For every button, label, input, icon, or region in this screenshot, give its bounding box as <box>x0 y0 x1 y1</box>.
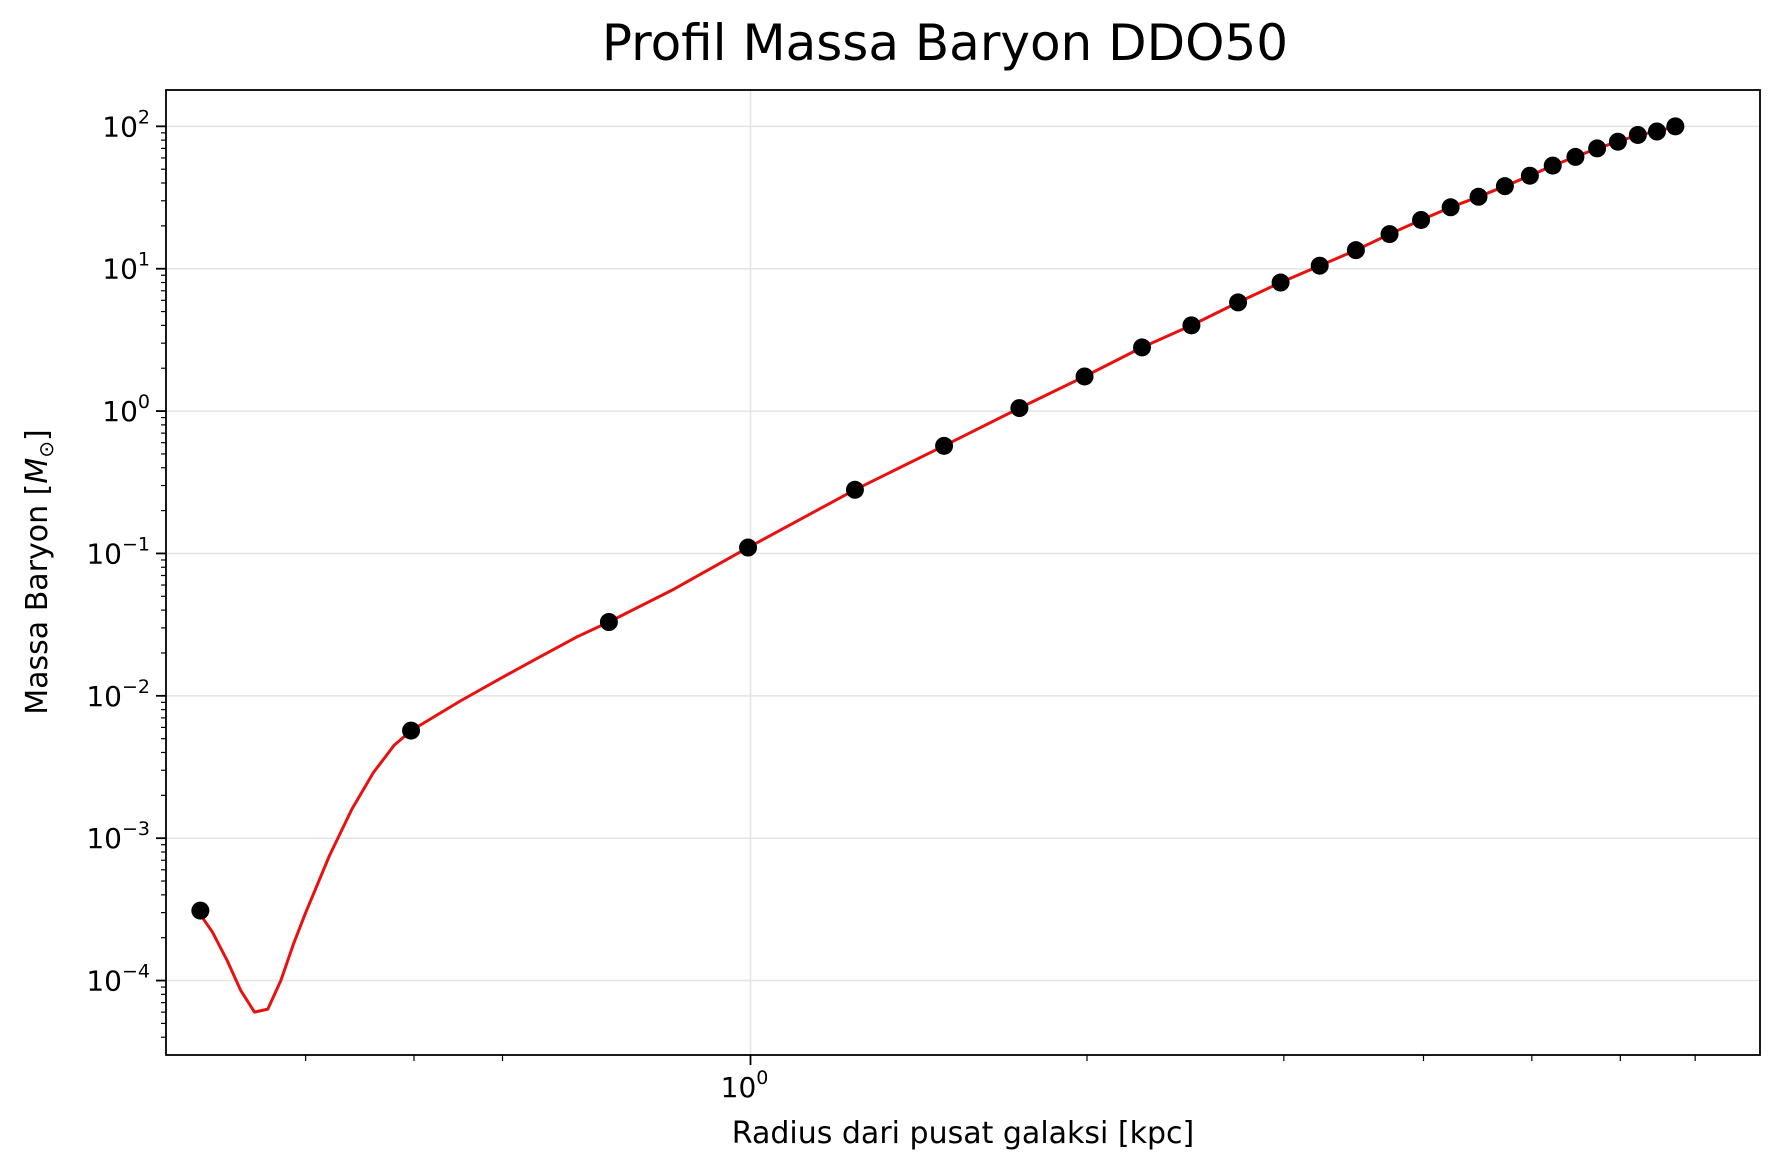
x-tick-label: 100 <box>721 1067 769 1104</box>
chart-title: Profil Massa Baryon DDO50 <box>602 14 1288 72</box>
fit-line <box>198 124 1677 1014</box>
data-point <box>739 538 758 557</box>
data-point <box>1310 256 1329 275</box>
grid-lines <box>166 90 1760 1055</box>
data-point <box>1608 132 1627 151</box>
y-tick-label: 102 <box>102 106 150 143</box>
data-point <box>1543 156 1562 175</box>
y-tick-label: 10−2 <box>86 676 150 713</box>
data-point <box>599 612 618 631</box>
y-axis-label-symbol: M <box>20 458 55 484</box>
plot-marks <box>191 117 1685 1014</box>
y-axis-label-text: Massa Baryon [ <box>20 484 55 715</box>
data-point <box>1229 293 1248 312</box>
data-point <box>1182 316 1201 335</box>
data-point <box>1010 399 1029 418</box>
y-axis-label-close: ] <box>20 429 55 441</box>
data-point <box>1441 198 1460 217</box>
y-tick-label: 10−1 <box>86 533 150 570</box>
data-point <box>1075 367 1094 386</box>
data-point <box>1628 125 1647 144</box>
data-point <box>1469 187 1488 206</box>
data-point <box>1666 117 1685 136</box>
y-tick-label: 101 <box>102 249 150 286</box>
y-axis-label: Massa Baryon [M⊙] <box>20 429 58 714</box>
data-point <box>1520 166 1539 185</box>
data-point <box>1271 273 1290 292</box>
data-point <box>1566 147 1585 166</box>
y-tick-label: 100 <box>102 391 150 428</box>
ticks: 10−4 10−3 10−2 10−1 100 101 102 100 <box>86 106 1696 1104</box>
data-point <box>1495 177 1514 196</box>
y-axis-label-subscript: ⊙ <box>34 441 58 458</box>
plot-frame <box>165 89 1761 1056</box>
data-point <box>1380 225 1399 244</box>
data-point <box>1133 338 1152 357</box>
data-point <box>402 721 421 740</box>
x-axis-label: Radius dari pusat galaksi [kpc] <box>732 1116 1194 1151</box>
data-point <box>935 436 954 455</box>
data-point <box>191 901 210 920</box>
data-point <box>1346 241 1365 260</box>
data-point <box>845 480 864 499</box>
y-tick-label: 10−4 <box>86 961 150 998</box>
axes <box>165 89 1761 1056</box>
data-point <box>1412 210 1431 229</box>
data-point <box>1647 122 1666 141</box>
y-tick-label: 10−3 <box>86 818 150 855</box>
data-point <box>1588 139 1607 158</box>
